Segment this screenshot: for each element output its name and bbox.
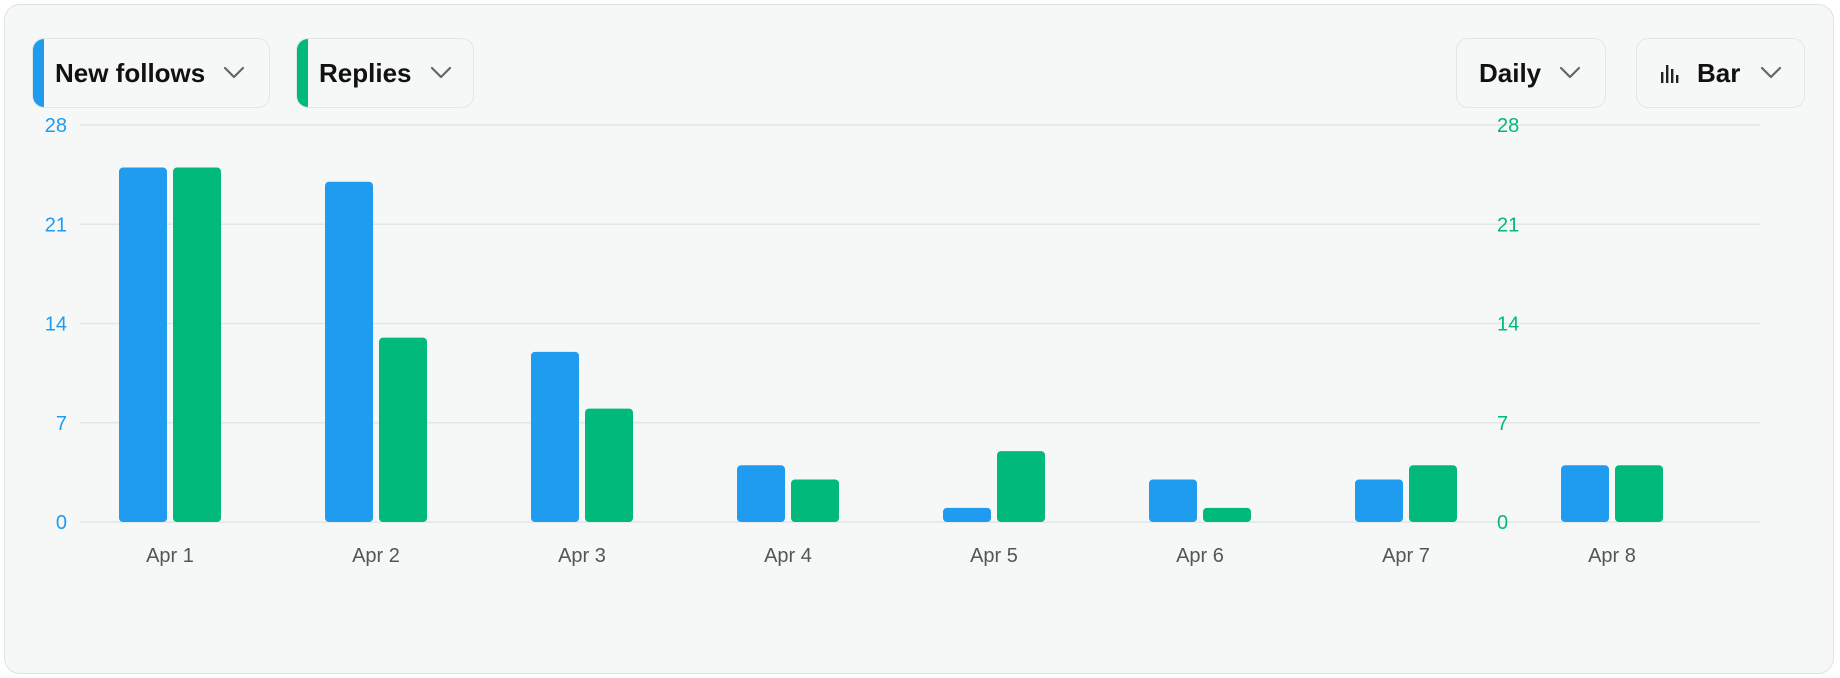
- bar-new-follows: [325, 181, 373, 522]
- y-tick-label-left: 0: [56, 512, 67, 534]
- x-tick-label: Apr 8: [1588, 545, 1636, 567]
- y-tick-label-right: 14: [1497, 314, 1519, 336]
- series-color-swatch: [33, 39, 44, 107]
- x-tick-label: Apr 3: [558, 545, 606, 567]
- chart-type-dropdown[interactable]: Bar: [1636, 38, 1805, 108]
- bar-new-follows: [1355, 479, 1403, 522]
- x-tick-label: Apr 5: [970, 545, 1018, 567]
- bar-new-follows: [943, 507, 991, 522]
- bar-new-follows: [531, 351, 579, 522]
- bar-new-follows: [1149, 479, 1197, 522]
- y-tick-label-right: 7: [1497, 413, 1508, 435]
- chevron-down-icon: [1761, 66, 1782, 79]
- bar-replies: [1615, 465, 1663, 522]
- series-selector-new-follows[interactable]: New follows: [32, 38, 270, 108]
- x-tick-label: Apr 7: [1382, 545, 1430, 567]
- series-selector-replies[interactable]: Replies: [296, 38, 474, 108]
- bar-replies: [585, 408, 633, 522]
- interval-dropdown[interactable]: Daily: [1456, 38, 1606, 108]
- bar-new-follows: [119, 167, 167, 523]
- y-tick-label-right: 28: [1497, 115, 1519, 137]
- chevron-down-icon: [1560, 66, 1581, 79]
- bar-chart-icon: [1661, 65, 1679, 83]
- x-tick-label: Apr 2: [352, 545, 400, 567]
- bar-replies: [1203, 507, 1251, 522]
- y-tick-label-left: 7: [56, 413, 67, 435]
- bar-new-follows: [1561, 465, 1609, 522]
- series-label: New follows: [55, 57, 206, 88]
- y-tick-label-right: 21: [1497, 214, 1519, 236]
- chevron-down-icon: [224, 66, 245, 79]
- bar-replies: [173, 167, 221, 523]
- y-tick-label-right: 0: [1497, 512, 1508, 534]
- y-tick-label-left: 21: [45, 214, 67, 236]
- series-color-swatch: [297, 39, 308, 107]
- bar-replies: [791, 479, 839, 522]
- bar-replies: [379, 337, 427, 522]
- chevron-down-icon: [430, 66, 451, 79]
- x-tick-label: Apr 1: [146, 545, 194, 567]
- x-tick-label: Apr 4: [764, 545, 812, 567]
- chart-type-label: Bar: [1697, 57, 1741, 88]
- y-tick-label-left: 28: [45, 115, 67, 137]
- interval-label: Daily: [1479, 57, 1542, 88]
- x-tick-label: Apr 6: [1176, 545, 1224, 567]
- bar-replies: [1409, 465, 1457, 522]
- bar-new-follows: [737, 465, 785, 522]
- y-tick-label-left: 14: [45, 314, 67, 336]
- bar-chart: 0 0 7 7 14 14 21 21 28 28 Apr 1 Apr 2 Apr 3 Apr 4 Apr …: [45, 115, 1760, 567]
- bar-replies: [997, 451, 1045, 522]
- series-label: Replies: [319, 57, 412, 88]
- chart-card: 0 0 7 7 14 14 21 21 28 28 Apr 1 Apr 2 Apr 3 Apr 4 Apr …: [4, 4, 1834, 674]
